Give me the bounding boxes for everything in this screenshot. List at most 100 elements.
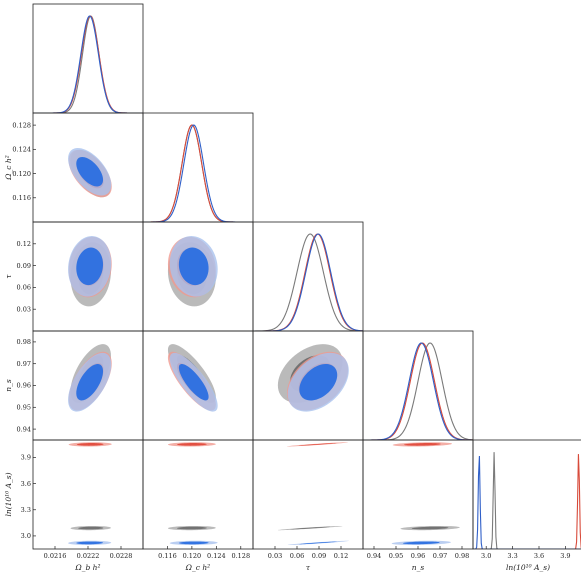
panel-body (167, 344, 218, 412)
y-tick-label: 3.0 (21, 532, 31, 540)
contour-inner-series-2 (76, 541, 104, 545)
panel-body (68, 236, 112, 307)
contour-inner-series-0 (411, 526, 449, 530)
x-tick-label: 0.116 (158, 552, 177, 560)
panel-body (68, 442, 112, 546)
x-axis-label: τ (306, 563, 311, 572)
panel-lnAs-omegab: 3.0 3.3 3.6 3.9 ln(10¹⁰ A_s) 0.0216 0.0222 0.02… (4, 439, 144, 572)
marginal-curve-series-1 (253, 233, 363, 331)
marginal-curve-series-0 (253, 233, 363, 331)
y-tick-label: 0.98 (17, 338, 31, 346)
y-tick-label: 0.94 (17, 425, 31, 433)
y-tick-label: 0.128 (12, 121, 31, 129)
panel-frame (32, 439, 144, 550)
contour-inner-series-2 (178, 247, 209, 286)
contour-inner-series-0 (290, 526, 331, 530)
marginal-curve-series-1 (143, 124, 253, 222)
x-tick-label: 3.0 (481, 552, 491, 560)
contour-inner-series-2 (76, 247, 104, 286)
panel-frame (142, 439, 254, 550)
panel-omegac-omegab: 0.116 0.120 0.124 0.128 Ω_c h² (4, 112, 144, 223)
x-tick-label: 0.124 (207, 552, 226, 560)
marginal-curve-series-1 (33, 15, 143, 113)
panel-body (277, 442, 349, 546)
panel-lnAs-ns: 0.94 0.95 0.96 0.97 0.98 n_s (362, 439, 474, 572)
contour-inner-series-2 (299, 541, 338, 545)
contour-inner-series-1 (76, 443, 104, 446)
x-tick-label: 0.0216 (44, 552, 67, 560)
y-tick-label: 0.120 (12, 170, 31, 178)
y-tick-label: 0.97 (17, 360, 31, 368)
panel-body (167, 442, 218, 546)
panel-body (253, 233, 363, 331)
panel-body (277, 344, 349, 412)
x-tick-label: 0.06 (290, 552, 304, 560)
marginal-curve-series-2 (473, 456, 581, 549)
panel-omegab-omegab (32, 3, 144, 114)
contour-inner-series-2 (76, 364, 104, 401)
y-tick-label: 0.09 (17, 262, 31, 270)
marginal-curve-series-1 (363, 342, 473, 440)
y-tick-label: 0.95 (17, 404, 31, 412)
x-tick-label: 0.98 (455, 552, 469, 560)
x-tick-label: 0.97 (433, 552, 447, 560)
marginal-curve-series-2 (33, 15, 143, 113)
panel-omegac-omegac (142, 112, 254, 223)
panel-ns-tau (252, 330, 364, 441)
panel-tau-omegab: 0.03 0.06 0.09 0.12 τ (4, 221, 144, 332)
y-tick-label: 0.03 (17, 305, 31, 313)
panel-body (33, 15, 143, 113)
marginal-curve-series-1 (473, 454, 581, 549)
x-axis-label: n_s (412, 563, 425, 572)
panel-tau-omegac (142, 221, 254, 332)
x-tick-label: 0.128 (231, 552, 250, 560)
y-axis-label: ln(10¹⁰ A_s) (4, 472, 13, 516)
panel-body (363, 342, 473, 440)
contour-inner-series-2 (178, 364, 209, 401)
panel-lnAs-tau: 0.03 0.06 0.09 0.12 τ (252, 439, 364, 572)
panel-body (391, 442, 460, 546)
y-tick-label: 3.3 (21, 506, 31, 514)
x-axis-label: Ω_c h² (185, 563, 210, 572)
y-tick-label: 3.9 (21, 454, 31, 462)
panel-frame (252, 439, 364, 550)
panel-body (68, 344, 112, 412)
contour-inner-series-0 (177, 526, 207, 530)
y-tick-label: 0.96 (17, 382, 31, 390)
panel-frame (142, 112, 254, 223)
marginal-curve-series-0 (363, 342, 473, 440)
panel-ns-omegac (142, 330, 254, 441)
panel-lnAs-lnAs: 3.0 3.3 3.6 3.9 ln(10¹⁰ A_s) (472, 439, 581, 572)
y-tick-label: 0.116 (12, 194, 31, 202)
x-tick-label: 3.9 (560, 552, 570, 560)
x-axis-label: ln(10¹⁰ A_s) (506, 563, 550, 572)
marginal-curve-series-0 (33, 15, 143, 113)
marginal-curve-series-2 (253, 233, 363, 331)
x-tick-label: 3.3 (507, 552, 517, 560)
panel-tau-tau (252, 221, 364, 332)
y-axis-label: Ω_c h² (4, 155, 13, 180)
x-tick-label: 0.120 (183, 552, 202, 560)
y-tick-label: 0.12 (17, 240, 31, 248)
y-tick-label: 0.124 (12, 146, 31, 154)
panel-frame (252, 221, 364, 332)
panel-grid: 0.116 0.120 0.124 0.128 Ω_c h² 0.03 0.06 0.09 0.… (4, 3, 581, 572)
marginal-curve-series-0 (473, 452, 581, 549)
y-tick-label: 3.6 (21, 480, 31, 488)
contour-inner-series-2 (76, 157, 104, 187)
contour-inner-series-1 (177, 443, 207, 446)
panel-body (68, 148, 112, 198)
panel-body (143, 124, 253, 222)
x-tick-label: 0.95 (389, 552, 403, 560)
x-axis-label: Ω_b h² (75, 563, 101, 572)
panel-ns-ns (362, 330, 474, 441)
contour-inner-series-0 (78, 526, 104, 530)
panel-ns-omegab: 0.94 0.95 0.96 0.97 0.98 n_s (4, 330, 144, 441)
x-tick-label: 0.94 (367, 552, 381, 560)
x-tick-label: 0.03 (268, 552, 282, 560)
panel-frame (362, 439, 474, 550)
panel-body (167, 236, 218, 307)
x-tick-label: 3.6 (534, 552, 544, 560)
contour-inner-series-1 (298, 443, 337, 446)
